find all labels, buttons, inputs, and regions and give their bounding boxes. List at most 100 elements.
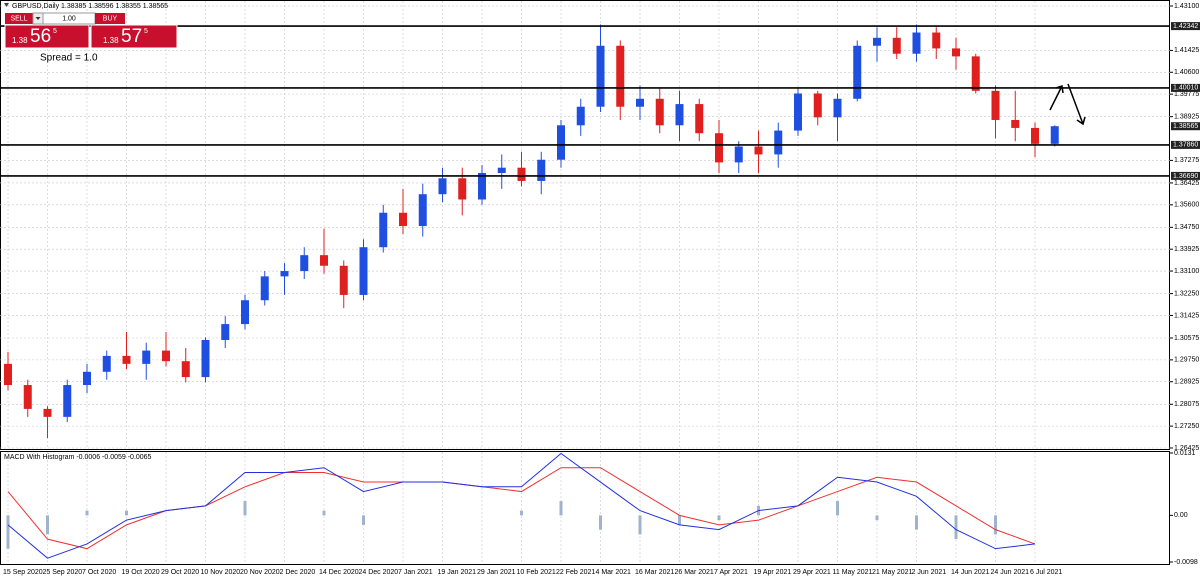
sell-button[interactable] [5,13,33,24]
candle-body [4,363,12,386]
histogram-bar [362,515,365,525]
candle-body [359,247,368,295]
x-tick-label: 2 Dec 2020 [280,569,316,576]
main-frame [0,0,1170,450]
candle-body [794,93,802,131]
buy-button[interactable] [95,13,125,24]
y-tick-label: -0.0098 [1174,559,1198,566]
ask-prefix: 1.38 [103,36,119,45]
ask-pips: 57 [121,26,142,47]
candle-body [497,167,506,173]
candle-body [181,361,190,378]
x-tick-label: 7 Jan 2021 [398,569,433,576]
x-tick-label: 14 Jun 2021 [951,569,990,576]
x-tick-label: 29 Oct 2020 [161,569,199,576]
candle-body [201,339,210,378]
histogram-bar [85,510,89,516]
candle-body [616,45,625,107]
last-price-label: 1.38565 [1173,123,1198,130]
y-tick-label: 1.36425 [1174,180,1199,187]
x-tick-label: 26 Mar 2021 [675,569,714,576]
candle-body [63,385,72,417]
level-label: 1.36690 [1173,173,1198,180]
spread-text: Spread = 1.0 [40,53,98,64]
x-tick-label: 29 Apr 2021 [793,569,831,576]
candle-body [991,90,1000,120]
candle-body [418,194,427,227]
macd-title: MACD With Histogram -0.0006 -0.0059 -0.0… [4,454,152,461]
candle-body [122,355,131,364]
candle-body [458,178,467,200]
candle-body [873,37,881,46]
x-tick-label: 19 Apr 2021 [754,569,792,576]
histogram-bar [559,501,563,516]
candle-body [952,48,960,57]
arrow-down [1067,83,1086,126]
x-tick-label: 24 Dec 2020 [359,569,399,576]
histogram-bar [599,515,602,530]
chart-title: GBPUSD,Daily 1.38385 1.38596 1.38355 1.3… [12,3,168,10]
macd-line [7,452,1036,559]
y-tick-label: 1.41425 [1174,47,1199,54]
y-tick-label: 1.40600 [1174,69,1199,76]
arrow-up [1049,85,1064,111]
y-tick-label: 1.31425 [1174,312,1199,319]
candle-body [695,104,704,134]
ask-fraction: 5 [144,28,148,35]
candle-body [478,172,486,200]
candle-body [596,45,605,107]
histogram-bar [678,515,681,525]
candle-body [853,45,862,99]
candle-body [734,146,743,163]
candle-body [438,178,447,195]
last-price-bg [1171,122,1200,131]
histogram-bar [520,510,523,516]
x-tick-label: 10 Nov 2020 [201,569,241,576]
candle-body [1050,126,1059,144]
x-tick-label: 22 Feb 2021 [556,569,595,576]
candle-body [557,125,565,160]
x-tick-label: 10 Feb 2021 [517,569,556,576]
candle-body [379,212,388,248]
candle-body [102,355,111,372]
candle-body [23,385,32,409]
histogram-bar [638,515,642,535]
x-tick-label: 20 Nov 2020 [240,569,280,576]
y-tick-label: 1.32250 [1174,290,1199,297]
x-tick-label: 11 May 2021 [833,569,873,576]
layer-marks [0,24,1170,559]
y-tick-label: 1.29750 [1174,357,1199,364]
candle-body [971,56,980,91]
bid-pips: 56 [30,26,51,47]
y-tick-label: 0.00 [1174,512,1188,519]
candle-body [892,37,901,54]
x-tick-label: 25 Sep 2020 [43,569,83,576]
candle-body [932,32,941,49]
x-tick-label: 15 Sep 2020 [3,569,43,576]
macd-frame [0,451,1170,565]
bid-fraction: 5 [53,28,57,35]
histogram-bar [46,515,49,535]
y-tick-label: 1.37275 [1174,157,1199,164]
candle-body [142,350,151,364]
ask-box[interactable] [90,24,178,49]
x-tick-label: 2 Jun 2021 [912,569,947,576]
level-label-bg [1171,83,1200,92]
y-tick-label: 1.26425 [1174,445,1199,452]
x-tick-label: 24 Jun 2021 [991,569,1030,576]
candle-body [280,271,289,277]
candle-body [83,371,91,386]
y-tick-label: 1.33100 [1174,268,1199,275]
candle-body [655,98,664,126]
level-label-bg [1171,140,1200,149]
y-tick-label: 1.39775 [1174,91,1199,98]
menu-icon[interactable] [4,3,9,7]
level-label-bg [1171,22,1200,31]
candle-body [300,255,309,272]
x-tick-label: 7 Oct 2020 [82,569,116,576]
histogram-bar [717,515,721,521]
level-label-bg [1171,171,1200,180]
bid-box[interactable] [4,24,90,49]
candle-body [320,255,328,266]
